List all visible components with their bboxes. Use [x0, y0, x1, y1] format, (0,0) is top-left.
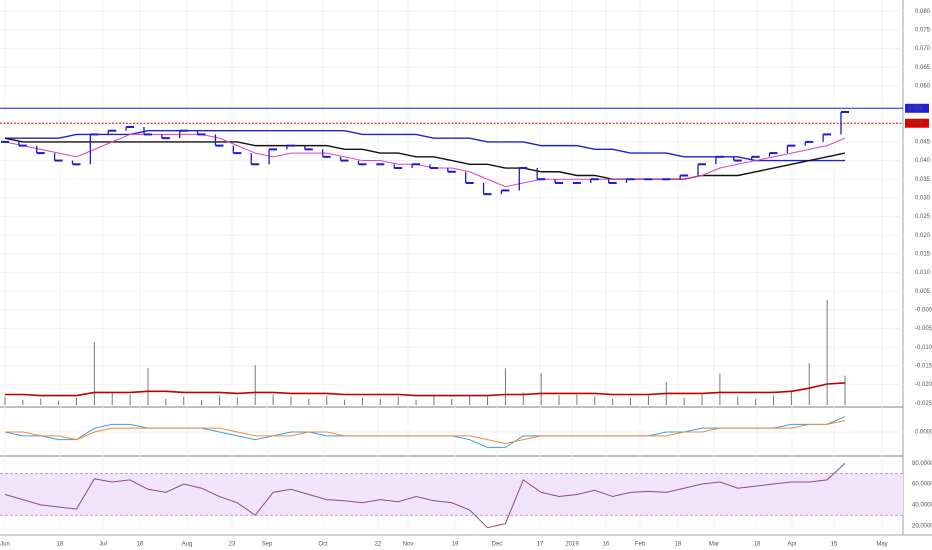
- y-tick-label: 0.070: [915, 46, 931, 52]
- y-tick-label: 0.0000: [915, 430, 932, 436]
- x-tick-label: Mar: [709, 542, 719, 548]
- x-tick-label: Nov: [403, 542, 414, 548]
- y-tick-label: -0.020: [915, 382, 932, 388]
- y-tick-label: 0.045: [915, 139, 931, 145]
- price-marker-label: 0.050: [908, 121, 924, 127]
- y-tick-label: -0.005: [915, 326, 932, 332]
- x-tick-label: 16: [603, 542, 610, 548]
- volume-ma: [5, 382, 846, 397]
- x-tick-label: Oct: [318, 542, 328, 548]
- y-tick-label: 60.0000: [912, 482, 932, 488]
- x-tick-label: 18: [57, 542, 64, 548]
- x-tick-label: Dec: [492, 542, 503, 548]
- x-tick-label: 19: [452, 542, 459, 548]
- moving-average: [4, 137, 846, 180]
- x-tick-label: 18: [675, 542, 682, 548]
- x-tick-label: 23: [229, 542, 236, 548]
- y-tick-label: 0.005: [915, 289, 931, 295]
- x-tick-label: 18: [754, 542, 761, 548]
- y-tick-label: 0.065: [915, 65, 931, 71]
- y-tick-label: -0.015: [915, 364, 932, 370]
- y-tick-label: 0.015: [915, 251, 931, 257]
- y-tick-label: 0.075: [915, 27, 931, 33]
- y-tick-label: 0.010: [915, 270, 931, 276]
- rsi-band: [0, 473, 903, 516]
- y-tick-label: 0.040: [915, 158, 931, 164]
- y-tick-label: 20.0000: [912, 523, 932, 529]
- y-tick-label: 80.0000: [912, 461, 932, 467]
- x-tick-label: Apr: [787, 542, 796, 548]
- y-tick-label: 0.030: [915, 195, 931, 201]
- y-tick-label: 0.080: [915, 9, 931, 15]
- price-marker-tag: [905, 118, 929, 128]
- x-tick-label: Feb: [635, 542, 646, 548]
- x-tick-label: 16: [137, 542, 144, 548]
- y-tick-label: 40.0000: [912, 502, 932, 508]
- price-marker-tag: [905, 103, 929, 113]
- rsi-line: [4, 462, 846, 529]
- x-tick-label: Sep: [262, 542, 273, 548]
- y-tick-label: -0.010: [915, 345, 932, 351]
- price-marker-label: 0.054: [908, 106, 924, 112]
- x-tick-label: Aug: [182, 542, 193, 548]
- x-tick-label: 17: [537, 542, 544, 548]
- y-tick-label: 0.020: [915, 233, 931, 239]
- moving-average: [5, 129, 845, 162]
- x-tick-label: 2019: [565, 542, 579, 548]
- x-tick-label: Jun: [0, 542, 10, 548]
- macd-line: [5, 420, 846, 445]
- y-tick-label: -0.000: [915, 307, 932, 313]
- y-tick-label: -0.025: [915, 401, 932, 407]
- x-tick-label: 15: [831, 542, 838, 548]
- y-tick-label: 0.025: [915, 214, 931, 220]
- x-tick-label: Jul: [99, 542, 107, 548]
- x-tick-label: 22: [375, 542, 382, 548]
- x-tick-label: May: [876, 542, 887, 548]
- y-tick-label: 0.060: [915, 83, 931, 89]
- y-tick-label: 0.035: [915, 177, 931, 183]
